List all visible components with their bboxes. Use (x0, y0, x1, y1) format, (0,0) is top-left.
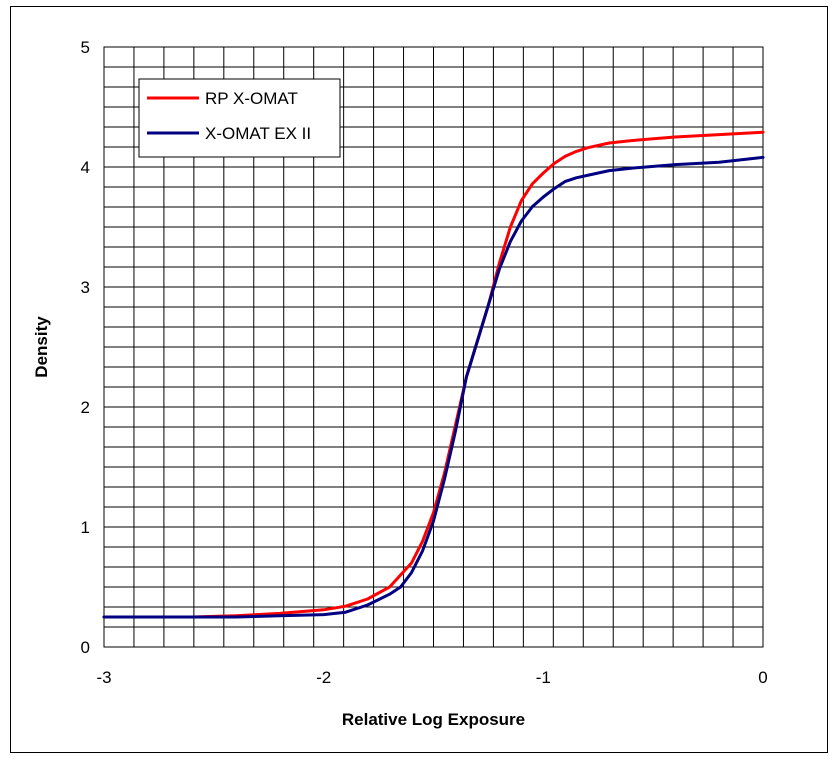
tick-labels: -3 -2 -1 0 0 1 2 3 4 5 (81, 38, 768, 687)
y-tick-label: 0 (81, 638, 90, 657)
y-tick-label: 3 (81, 278, 90, 297)
chart-frame: -3 -2 -1 0 0 1 2 3 4 5 Relative Log Exposure Dens… (10, 6, 828, 753)
plot-area-border (103, 46, 764, 648)
density-exposure-chart: -3 -2 -1 0 0 1 2 3 4 5 Relative Log Exposure Dens… (32, 38, 768, 729)
y-tick-label: 1 (81, 518, 90, 537)
y-axis-title: Density (32, 316, 51, 378)
x-axis-title: Relative Log Exposure (342, 710, 525, 729)
x-tick-label: 0 (758, 668, 767, 687)
legend-box (138, 78, 341, 158)
y-tick-label: 5 (81, 38, 90, 57)
legend: RP X-OMAT X-OMAT EX II (138, 78, 341, 158)
x-tick-label: -1 (536, 668, 551, 687)
series-line-1 (102, 155, 765, 619)
series-lines (102, 130, 765, 619)
x-tick-label: -2 (316, 668, 331, 687)
y-tick-label: 2 (81, 398, 90, 417)
legend-label-x-omat-ex-ii: X-OMAT EX II (205, 124, 311, 143)
x-tick-label: -3 (96, 668, 111, 687)
legend-label-rp-x-omat: RP X-OMAT (205, 89, 298, 108)
y-tick-label: 4 (81, 158, 90, 177)
